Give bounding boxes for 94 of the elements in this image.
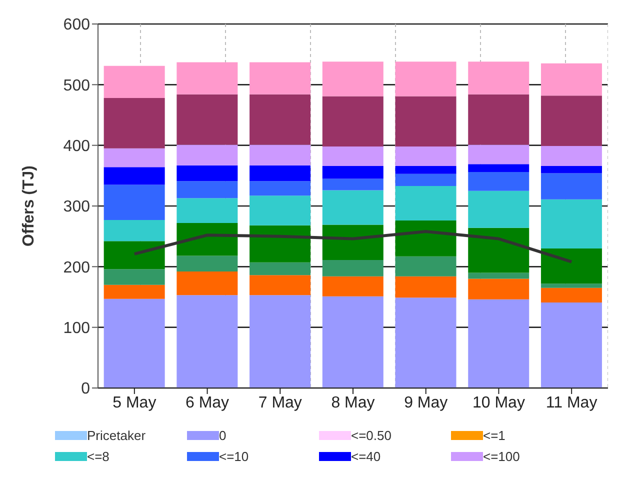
bar (104, 66, 165, 98)
bar (176, 222, 238, 256)
bar (250, 165, 311, 182)
bar (468, 144, 530, 164)
x-tick-label: 9 May (404, 394, 448, 412)
bar (540, 302, 602, 388)
bar (468, 278, 530, 300)
bar (540, 96, 602, 146)
legend-label: Pricetaker (87, 428, 146, 443)
bar (104, 269, 165, 285)
legend-label: 0 (219, 428, 226, 443)
bar (468, 272, 530, 279)
bar (468, 190, 530, 228)
bar (104, 98, 165, 148)
y-tick-label: 600 (63, 16, 90, 34)
y-axis-title: Offers (TJ) (20, 166, 38, 246)
bar (540, 166, 602, 174)
bar (322, 224, 384, 260)
bar (395, 174, 456, 186)
bar (176, 272, 238, 296)
legend-label: <=10 (219, 449, 249, 464)
bar (468, 172, 530, 191)
bar (322, 190, 384, 225)
line-series (132, 230, 574, 264)
bar (395, 146, 456, 166)
x-tick-label: 7 May (258, 394, 302, 412)
bar (540, 173, 602, 200)
bar (322, 62, 384, 96)
bar (540, 288, 602, 302)
bar (250, 295, 311, 388)
x-tick-label: 10 May (472, 394, 525, 412)
bar (395, 276, 456, 298)
y-tick-label: 200 (63, 259, 90, 276)
bar (468, 228, 530, 273)
bar (104, 184, 165, 220)
bar (395, 220, 456, 256)
bar (250, 144, 311, 166)
bar (176, 62, 238, 94)
legend-label: <=100 (483, 449, 520, 464)
bar (322, 146, 384, 166)
bar (104, 241, 165, 270)
bar (395, 62, 456, 96)
x-tick-label: 5 May (112, 394, 156, 412)
bar (104, 167, 165, 185)
bar (395, 186, 456, 221)
bar (176, 295, 238, 388)
bar (468, 62, 530, 94)
bar (250, 181, 311, 196)
bar (104, 148, 165, 168)
bar (176, 256, 238, 272)
bar (540, 284, 602, 288)
bar (540, 248, 602, 284)
y-tick-label: 0 (81, 380, 90, 398)
bar (395, 256, 456, 276)
bar (395, 96, 456, 147)
x-tick-label: 6 May (185, 394, 230, 412)
bar (176, 165, 238, 182)
bar (104, 284, 165, 299)
bar (322, 166, 384, 179)
bar (468, 164, 530, 172)
bar (176, 94, 238, 145)
bar (395, 298, 456, 388)
bar (468, 299, 530, 388)
bar (322, 296, 384, 388)
legend-label: <=40 (351, 449, 381, 464)
bar (322, 178, 384, 190)
bar (250, 275, 311, 296)
bar (250, 196, 311, 226)
bar (468, 94, 530, 145)
y-tick-label: 500 (63, 77, 90, 94)
bar (250, 94, 311, 145)
legend-label: <=1 (483, 428, 506, 443)
bar (540, 199, 602, 248)
bar (540, 63, 602, 96)
legend-label: <=0.50 (351, 428, 392, 443)
bar (322, 96, 384, 147)
bar (322, 276, 384, 296)
x-tick-label: 11 May (546, 394, 598, 412)
y-tick-label: 300 (63, 198, 90, 216)
bar (250, 62, 311, 94)
y-tick-label: 100 (63, 320, 90, 338)
bar (250, 262, 311, 276)
bar (322, 260, 384, 276)
bar (176, 144, 238, 166)
y-tick-label: 400 (63, 138, 90, 156)
bar (540, 146, 602, 166)
bar (176, 181, 238, 198)
bar (104, 220, 165, 242)
x-tick-label: 8 May (331, 394, 375, 412)
bar (176, 198, 238, 223)
bar (104, 298, 165, 388)
bar (250, 225, 311, 262)
legend-label: <=8 (87, 449, 110, 464)
bar (395, 166, 456, 174)
